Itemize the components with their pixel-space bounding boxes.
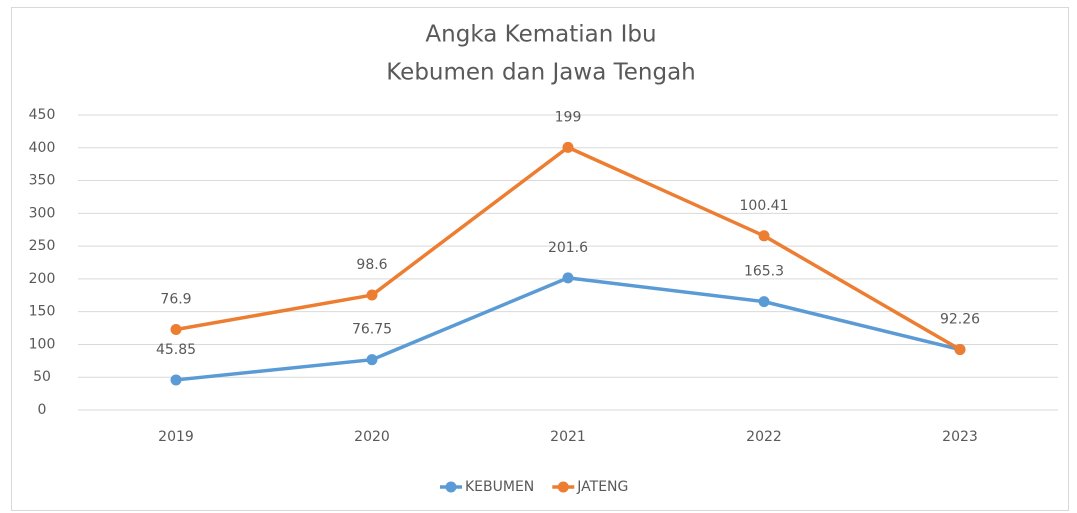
x-tick-label: 2023 bbox=[942, 429, 978, 445]
data-label: 76.75 bbox=[352, 322, 392, 338]
legend-label: KEBUMEN bbox=[465, 479, 534, 495]
y-tick-label: 200 bbox=[29, 271, 56, 287]
data-label: 98.6 bbox=[356, 257, 387, 273]
data-label: 201.6 bbox=[548, 240, 588, 256]
legend-marker bbox=[557, 481, 569, 493]
x-tick-label: 2022 bbox=[746, 429, 782, 445]
x-tick-label: 2021 bbox=[550, 429, 586, 445]
legend-marker bbox=[445, 481, 457, 493]
y-tick-label: 350 bbox=[29, 173, 56, 189]
chart-subtitle: Kebumen dan Jawa Tengah bbox=[386, 60, 696, 86]
x-tick-label: 2020 bbox=[354, 429, 390, 445]
chart-title: Angka Kematian Ibu bbox=[425, 22, 656, 48]
data-point bbox=[758, 296, 770, 308]
data-label: 76.9 bbox=[160, 292, 191, 308]
data-point bbox=[758, 230, 770, 242]
data-point bbox=[170, 374, 182, 386]
y-tick-label: 300 bbox=[29, 205, 56, 221]
data-point bbox=[170, 324, 182, 336]
data-point bbox=[366, 289, 378, 301]
data-label: 92.26 bbox=[940, 312, 980, 328]
y-tick-label: 0 bbox=[38, 402, 47, 418]
data-point bbox=[562, 141, 574, 153]
x-tick-label: 2019 bbox=[158, 429, 194, 445]
y-tick-label: 400 bbox=[29, 140, 56, 156]
data-label: 100.41 bbox=[740, 198, 789, 214]
y-tick-label: 250 bbox=[29, 238, 56, 254]
data-label: 165.3 bbox=[744, 264, 784, 280]
data-point bbox=[366, 354, 378, 366]
y-tick-label: 450 bbox=[29, 107, 56, 123]
y-tick-label: 150 bbox=[29, 304, 56, 320]
y-tick-label: 50 bbox=[33, 369, 51, 385]
legend-label: JATENG bbox=[576, 479, 628, 495]
chart-border bbox=[11, 7, 1069, 511]
data-point bbox=[562, 272, 574, 284]
data-point bbox=[954, 344, 966, 356]
y-tick-label: 100 bbox=[29, 336, 56, 352]
data-label: 45.85 bbox=[156, 342, 196, 358]
data-label: 199 bbox=[555, 109, 582, 125]
